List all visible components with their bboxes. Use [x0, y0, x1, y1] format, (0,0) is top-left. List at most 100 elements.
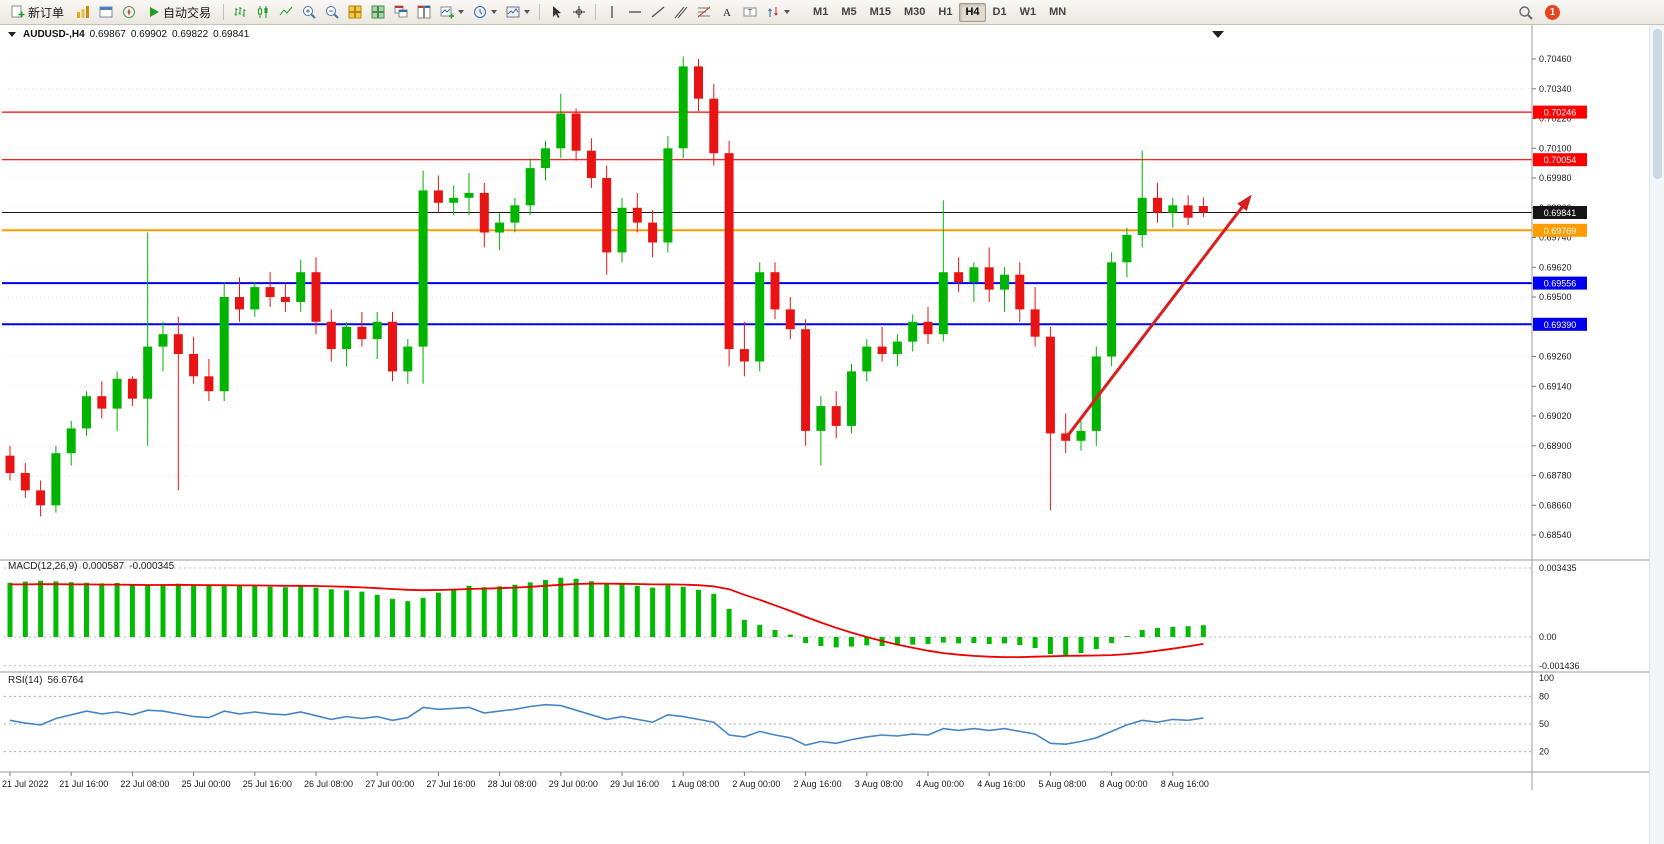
bar-chart-button[interactable]: [229, 2, 251, 23]
svg-text:28 Jul 08:00: 28 Jul 08:00: [488, 779, 537, 789]
trendline-icon: [651, 6, 665, 18]
timeframe-mn[interactable]: MN: [1049, 6, 1067, 18]
svg-text:80: 80: [1539, 691, 1549, 701]
line-chart-button[interactable]: [275, 2, 297, 23]
scrollbar-thumb[interactable]: [1652, 29, 1662, 179]
period-button[interactable]: [469, 2, 501, 23]
crosshair-button[interactable]: [568, 2, 590, 23]
cursor-icon: [553, 6, 562, 18]
timeframe-h1[interactable]: H1: [938, 6, 953, 18]
one-click-collapse-icon[interactable]: [8, 32, 16, 37]
symbol-period-label: AUDUSD-,H4: [23, 29, 85, 40]
horizontal-level-lines: [2, 111, 1532, 326]
vertical-line-tool-button[interactable]: [601, 2, 623, 23]
dropdown-caret-icon: [524, 10, 531, 14]
tile-windows-button[interactable]: [344, 2, 366, 23]
new-chart-button[interactable]: [436, 2, 468, 23]
svg-text:-0.001436: -0.001436: [1539, 661, 1580, 671]
close-value: 0.69841: [213, 29, 250, 40]
navigator-button[interactable]: [118, 2, 140, 23]
data-window-icon: [99, 6, 113, 18]
svg-text:0.69740: 0.69740: [1539, 233, 1572, 243]
svg-text:0.69390: 0.69390: [1544, 320, 1577, 330]
auto-trading-button[interactable]: 自动交易: [141, 2, 218, 23]
svg-text:T: T: [748, 8, 753, 17]
navigator-icon: [123, 6, 136, 18]
svg-text:21 Jul 2022: 21 Jul 2022: [2, 779, 49, 789]
svg-text:0.69140: 0.69140: [1539, 381, 1572, 391]
svg-text:27 Jul 00:00: 27 Jul 00:00: [365, 779, 414, 789]
cascade-windows-button[interactable]: [390, 2, 412, 23]
timeframe-h4[interactable]: H4: [959, 2, 986, 22]
search-button[interactable]: [1514, 2, 1537, 23]
toolbar-separator: [223, 4, 225, 20]
price-chart-canvas[interactable]: 0.704600.703400.702200.701000.699800.698…: [0, 25, 1664, 844]
zoom-out-button[interactable]: [321, 2, 343, 23]
chart-shift-marker: [1212, 31, 1224, 38]
new-order-button[interactable]: 新订单: [4, 2, 71, 23]
rsi-indicator-label: RSI(14) 56.6764: [8, 675, 84, 686]
rsi-name: RSI(14): [8, 675, 43, 686]
market-watch-button[interactable]: [72, 2, 94, 23]
cursor-button[interactable]: [545, 2, 567, 23]
template-icon: [506, 6, 520, 18]
svg-text:21 Jul 16:00: 21 Jul 16:00: [59, 779, 108, 789]
vertical-scrollbar[interactable]: [1649, 25, 1664, 844]
macd-value: 0.000587: [82, 561, 125, 572]
svg-text:0.70100: 0.70100: [1539, 143, 1572, 153]
new-chart-icon: [440, 6, 455, 19]
candlestick-chart-button[interactable]: [252, 2, 274, 23]
price-gridlines: [4, 58, 1532, 536]
zoom-in-button[interactable]: [298, 2, 320, 23]
timeframe-m1[interactable]: M1: [813, 6, 829, 18]
svg-text:8 Aug 00:00: 8 Aug 00:00: [1100, 779, 1148, 789]
cascade-windows-icon: [394, 5, 408, 18]
tile-vertically-icon: [417, 5, 431, 19]
grid-button[interactable]: [367, 2, 389, 23]
trendline-tool-button[interactable]: [647, 2, 669, 23]
macd-panel: 0.003435 0.00 -0.001436: [4, 563, 1580, 671]
svg-text:1 Aug 08:00: 1 Aug 08:00: [671, 779, 719, 789]
svg-text:0.69556: 0.69556: [1544, 279, 1577, 289]
templates-button[interactable]: [502, 2, 534, 23]
timeframe-w1[interactable]: W1: [1019, 6, 1037, 18]
chart-window[interactable]: 0.704600.703400.702200.701000.699800.698…: [0, 25, 1664, 844]
svg-text:0.69841: 0.69841: [1544, 208, 1577, 218]
timeframe-m30[interactable]: M30: [904, 6, 926, 18]
tile-windows-icon: [348, 5, 362, 19]
arrows-tool-button[interactable]: [762, 2, 794, 23]
svg-text:20: 20: [1539, 747, 1549, 757]
open-value: 0.69867: [89, 29, 126, 40]
horizontal-line-tool-button[interactable]: [624, 2, 646, 23]
tile-vertically-button[interactable]: [413, 2, 435, 23]
timeframe-toolbar: M1 M5 M15 M30 H1 H4 D1 W1 MN: [807, 2, 1072, 22]
text-tool-button[interactable]: A: [716, 2, 738, 23]
svg-text:0.00: 0.00: [1539, 632, 1557, 642]
text-label-tool-button[interactable]: T: [739, 2, 761, 23]
svg-text:0.70460: 0.70460: [1539, 54, 1572, 64]
toolbar-right-group: 1: [1514, 2, 1560, 23]
macd-name: MACD(12,26,9): [8, 561, 78, 572]
svg-text:0.68900: 0.68900: [1539, 441, 1572, 451]
svg-text:0.69020: 0.69020: [1539, 411, 1572, 421]
svg-text:5 Aug 08:00: 5 Aug 08:00: [1038, 779, 1086, 789]
notification-badge[interactable]: 1: [1545, 4, 1560, 20]
price-axis: 0.704600.703400.702200.701000.699800.698…: [1532, 54, 1572, 540]
clock-icon: [474, 6, 487, 18]
market-watch-icon: [77, 6, 90, 18]
auto-trading-label: 自动交易: [163, 5, 212, 20]
timeframe-m5[interactable]: M5: [841, 6, 857, 18]
time-axis: 21 Jul 2022 21 Jul 16:00 22 Jul 08:00 25 Ju…: [2, 772, 1209, 789]
data-window-button[interactable]: [95, 2, 117, 23]
play-icon: [150, 7, 160, 17]
toolbar-separator: [539, 4, 541, 20]
svg-text:0.68540: 0.68540: [1539, 530, 1572, 540]
zoom-in-icon: [303, 6, 316, 19]
channel-tool-button[interactable]: [670, 2, 692, 23]
svg-text:0.69769: 0.69769: [1544, 226, 1577, 236]
new-order-label: 新订单: [28, 5, 65, 20]
timeframe-m15[interactable]: M15: [869, 6, 891, 18]
fibonacci-tool-button[interactable]: [693, 2, 715, 23]
search-icon: [1519, 5, 1533, 20]
timeframe-d1[interactable]: D1: [992, 6, 1007, 18]
